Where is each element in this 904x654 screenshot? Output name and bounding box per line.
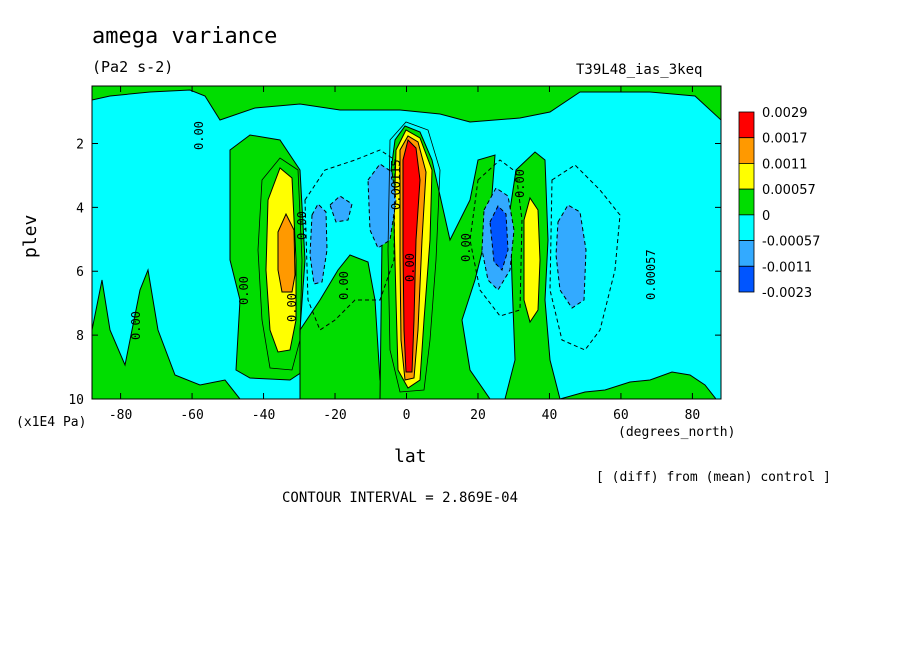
plot-fill (92, 86, 721, 399)
colorbar-label: 0.0029 (762, 106, 808, 121)
solid-contour-eq (387, 121, 441, 393)
contour-label: 0.00 (459, 233, 473, 262)
colorbar-label: -0.0023 (762, 286, 812, 301)
colorbar-swatch (738, 265, 755, 293)
field-yellow-right (523, 196, 541, 324)
colorbar-label: 0.0011 (762, 157, 808, 172)
x-tick-label: 40 (542, 408, 558, 423)
dashed-contour-1 (304, 149, 396, 331)
colorbar-label: 0 (762, 209, 770, 224)
x-tick-label: 20 (470, 408, 486, 423)
dataset-label: T39L48_ias_3keq (576, 62, 703, 78)
chart-units: (Pa2 s-2) (92, 58, 174, 76)
x-tick-label: 0 (403, 408, 411, 423)
y-tick-label: 6 (76, 265, 84, 280)
contour-labels: 0.00 0.00 0.00 0.00 0.00 0.00 0.00 0.00 0.00057 0… (129, 121, 658, 340)
field-blue-6 (489, 205, 509, 271)
colorbar-swatch (738, 188, 755, 216)
field-blue-1 (309, 203, 328, 285)
contour-label: 0.00057 (644, 249, 658, 300)
solid-contour-left (257, 157, 303, 371)
y-tick-label: 2 (76, 137, 84, 152)
x-tick-label: -80 (109, 408, 132, 423)
dashed-contour-2 (469, 159, 523, 317)
y-axis-units: (x1E4 Pa) (16, 415, 87, 430)
x-axis-label: lat (394, 446, 427, 467)
field-red-eq (402, 139, 421, 373)
colorbar-label: 0.00057 (762, 183, 816, 198)
contour-label: 0.00 (513, 169, 527, 198)
x-tick-label: -40 (252, 408, 275, 423)
colorbar-swatch (738, 240, 755, 267)
field-blue-5 (555, 204, 587, 309)
contour-label: 0.00 (403, 253, 417, 282)
contour-label: 0.00 (285, 293, 299, 322)
colorbar-label: 0.0017 (762, 132, 808, 147)
footer-note: [ (diff) from (mean) control ] (596, 470, 831, 485)
contour-label: 0.00 (237, 276, 251, 305)
y-tick-label: 8 (76, 329, 84, 344)
colorbar-label: -0.00057 (762, 235, 820, 250)
field-green-top (92, 86, 721, 123)
contour-label: 0.00 (295, 211, 309, 240)
field-green-bottom-left (92, 268, 241, 399)
field-orange-left (277, 212, 296, 293)
colorbar-swatch (738, 111, 755, 139)
x-tick-label: -20 (323, 408, 346, 423)
y-tick-label: 4 (76, 201, 84, 216)
contour-label: 0.00 (129, 311, 143, 340)
contour-label: 0.00 (337, 271, 351, 300)
colorbar: 0.0029 0.0017 0.0011 0.00057 0 -0.00057 -0.001… (738, 106, 820, 301)
x-axis-units: (degrees_north) (618, 425, 736, 440)
contour-label: 0.00115 (389, 159, 403, 210)
chart-title: amega variance (92, 24, 278, 49)
contour-label: 0.00 (192, 121, 206, 150)
colorbar-swatch (738, 214, 755, 241)
x-tick-label: 60 (613, 408, 629, 423)
colorbar-swatch (738, 137, 755, 164)
colorbar-label: -0.0011 (762, 260, 812, 275)
colorbar-swatch (738, 163, 755, 190)
field-blue-2 (329, 195, 353, 223)
axes: -80 -60 -40 -20 0 20 40 60 80 2 4 6 8 10 (68, 86, 721, 423)
dashed-contour-3 (549, 164, 621, 351)
x-tick-label: -60 (180, 408, 203, 423)
contour-interval: CONTOUR INTERVAL = 2.869E-04 (282, 490, 519, 506)
y-tick-label: 10 (68, 393, 84, 408)
field-green-far-right (559, 371, 717, 399)
x-tick-label: 80 (685, 408, 701, 423)
